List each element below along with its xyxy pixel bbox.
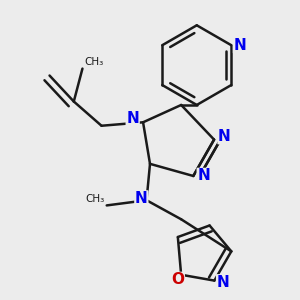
Text: N: N [135, 191, 148, 206]
Text: CH₃: CH₃ [84, 57, 104, 67]
Text: O: O [171, 272, 184, 287]
Text: N: N [217, 275, 230, 290]
Text: CH₃: CH₃ [86, 194, 105, 204]
Text: N: N [126, 111, 139, 126]
Text: N: N [197, 169, 210, 184]
Text: N: N [233, 38, 246, 53]
Text: N: N [218, 129, 231, 144]
